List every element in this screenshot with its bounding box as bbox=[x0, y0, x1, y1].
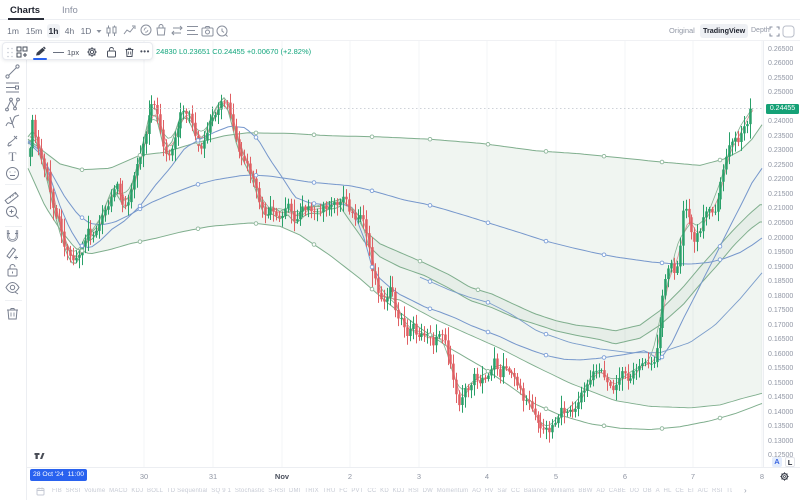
svg-text:T: T bbox=[9, 149, 17, 164]
